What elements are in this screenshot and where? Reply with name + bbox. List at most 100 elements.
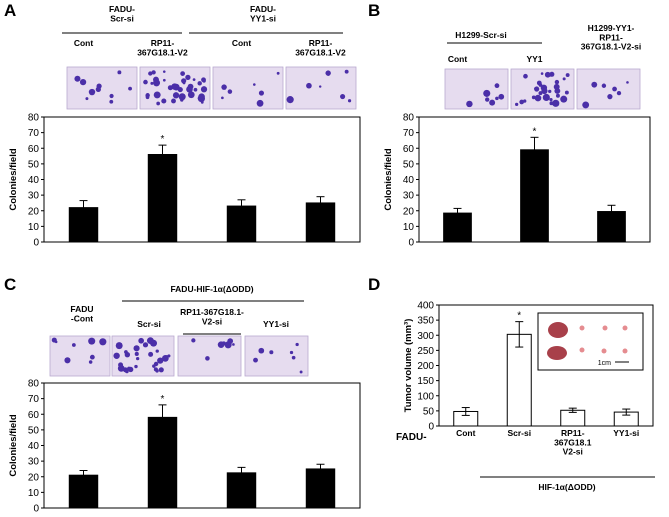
- colony-dot: [192, 78, 196, 82]
- colony-dot: [89, 354, 95, 360]
- y-tick-label: 60: [403, 144, 415, 155]
- panel-c-chart: FADU-HIF-1α(ΔODD) RP11-367G18.1-V2-si FADU…: [8, 284, 361, 515]
- bar: [597, 211, 626, 243]
- group-label: H1299-YY1-RP11-367G18.1-V2-si: [581, 23, 641, 52]
- colony-dot: [224, 341, 232, 349]
- colony-dot: [117, 70, 122, 75]
- colony-dot: [187, 91, 195, 99]
- y-tick-label: 60: [28, 410, 40, 421]
- panel-label-a: A: [4, 1, 16, 20]
- colony-dot: [553, 83, 560, 90]
- colony-photo: [177, 335, 242, 377]
- colony-dot: [115, 342, 123, 350]
- colony-dot: [325, 70, 331, 76]
- colony-dot: [515, 102, 519, 106]
- colony-photo: [285, 66, 357, 110]
- colony-dot: [252, 83, 256, 86]
- colony-dot: [565, 73, 570, 78]
- colony-dot: [258, 90, 265, 96]
- group-label: H1299-Scr-si: [455, 30, 507, 40]
- bar: [226, 472, 257, 509]
- colony-dot: [289, 350, 294, 355]
- colony-dot: [79, 79, 87, 86]
- y-tick-label: 10: [403, 222, 415, 233]
- colony-dot: [138, 337, 144, 344]
- colony-dot: [495, 96, 499, 101]
- colony-photo: [444, 68, 509, 110]
- x-category-label: Cont: [456, 428, 476, 438]
- colony-dot: [276, 71, 280, 75]
- colony-dot: [540, 84, 548, 92]
- bar: [506, 333, 532, 427]
- colony-dot: [534, 86, 540, 92]
- condition-label: Scr-si: [137, 319, 161, 329]
- tumor-small: [601, 348, 607, 354]
- colony-photo: [244, 335, 309, 377]
- colony-dot: [347, 99, 352, 103]
- colony-dot: [109, 99, 114, 104]
- colony-photo: [139, 66, 211, 110]
- colony-photo-background: [285, 66, 357, 110]
- colony-dot: [109, 93, 114, 99]
- y-tick-label: 0: [33, 238, 39, 249]
- colony-dot: [99, 338, 107, 346]
- condition-label: FADU -Cont: [70, 304, 93, 323]
- colony-dot: [142, 342, 149, 348]
- condition-label: Cont: [232, 38, 252, 48]
- colony-dot: [318, 85, 322, 88]
- condition-label: RP11-367G18.1-V2: [295, 38, 346, 57]
- colony-dot: [221, 96, 224, 100]
- colony-dot: [185, 74, 191, 81]
- colony-dot: [128, 86, 132, 91]
- y-tick-label: 70: [403, 128, 415, 139]
- colony-dot: [162, 70, 166, 73]
- group-label: FADU-HIF-1α(ΔODD): [170, 284, 253, 294]
- colony-dot: [197, 94, 205, 103]
- panel-b-chart: H1299-Scr-si H1299-YY1-RP11-367G18.1-V2-s…: [383, 23, 651, 249]
- colony-dot: [607, 94, 613, 100]
- colony-dot: [344, 69, 349, 74]
- colony-dot: [286, 96, 294, 104]
- colony-dot: [148, 351, 154, 357]
- colony-dot: [340, 93, 346, 100]
- colony-dot: [494, 83, 500, 89]
- colony-dot: [153, 76, 159, 83]
- condition-label: YY1-si: [263, 319, 289, 329]
- colony-photo-background: [66, 66, 138, 110]
- y-tick-label: 30: [403, 191, 415, 202]
- colony-photo: [66, 66, 138, 110]
- y-tick-label: 150: [417, 376, 434, 387]
- y-tick-label: 100: [417, 391, 434, 402]
- colony-dot: [161, 354, 169, 362]
- tumor-small: [622, 325, 628, 331]
- colony-dot: [531, 95, 536, 100]
- colony-dot: [217, 341, 225, 348]
- colony-dot: [552, 99, 560, 107]
- y-tick-label: 250: [417, 346, 434, 357]
- y-tick-label: 80: [28, 379, 40, 390]
- colony-dot: [562, 77, 566, 81]
- colony-dot: [554, 79, 560, 85]
- y-tick-label: 80: [28, 113, 40, 124]
- condition-label: RP11-367G18.1-V2: [137, 38, 188, 57]
- colony-dot: [133, 345, 140, 352]
- colony-photo-background: [576, 68, 641, 110]
- colony-photo-background: [444, 68, 509, 110]
- colony-dot: [161, 98, 167, 104]
- y-tick-label: 20: [28, 206, 40, 217]
- colony-dot: [299, 370, 303, 374]
- colony-dot: [156, 101, 161, 106]
- y-tick-label: 0: [428, 422, 434, 433]
- colony-dot: [153, 361, 159, 367]
- colony-dot: [180, 71, 185, 76]
- y-tick-label: 20: [28, 472, 40, 483]
- colony-dot: [616, 90, 622, 96]
- panel-label-d: D: [368, 275, 380, 294]
- colony-dot: [88, 337, 96, 345]
- y-tick-label: 10: [28, 488, 40, 499]
- x-category-label: YY1-si: [613, 428, 639, 438]
- colony-dot: [172, 92, 180, 99]
- y-tick-label: 30: [28, 191, 40, 202]
- colony-dot: [485, 97, 490, 102]
